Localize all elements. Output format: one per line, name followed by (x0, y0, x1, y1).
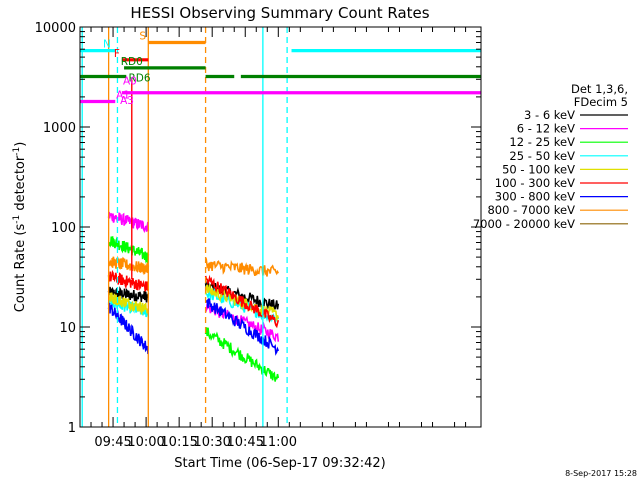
flag-label-N: N (103, 39, 111, 51)
traces-layer (107, 79, 280, 382)
x-tick-label: 10:45 (227, 435, 264, 450)
x-tick-label: 11:00 (260, 435, 297, 450)
x-tick-label: 10:00 (127, 435, 164, 450)
y-tick-label: 1 (68, 421, 76, 436)
axes-layer: 1 10 100 1000 10000 09:4510:0010:1510:3010:45… (35, 21, 481, 450)
x-tick-label: 09:45 (94, 435, 131, 450)
legend-label-8: 800 - 7000 keV (487, 203, 575, 217)
legend-label-4: 25 - 50 keV (509, 149, 575, 163)
series-line-5-segment-1 (107, 292, 149, 316)
legend-label-3: 12 - 25 keV (509, 135, 575, 149)
legend-header-line-1: Det 1,3,6, (571, 82, 628, 96)
series-line-5-segment-2 (204, 284, 280, 321)
x-tick-label: 10:30 (193, 435, 230, 450)
flag-label-A3: A3 (120, 95, 134, 107)
chart-title: HESSI Observing Summary Count Rates (130, 4, 429, 22)
x-axis-label: Start Time (06-Sep-17 09:32:42) (174, 456, 386, 471)
y-tick-label: 10000 (35, 21, 76, 36)
series-line-3-segment-1 (108, 236, 150, 264)
flag-label-RD0: RD0 (121, 56, 143, 68)
series-line-3-segment-2 (204, 327, 280, 382)
flag-label-F: F (114, 48, 120, 60)
series-line-6-segment-2 (204, 274, 280, 329)
footer-timestamp: 8-Sep-2017 15:28 (565, 469, 637, 478)
series-line-8-segment-2 (204, 257, 280, 277)
series-line-7-segment-2 (204, 298, 280, 356)
flag-label-RD6: RD6 (128, 72, 150, 84)
legend-label-7: 300 - 800 keV (495, 190, 575, 204)
legend-header-line-2: FDecim 5 (574, 95, 628, 109)
legend-label-6: 100 - 300 keV (495, 176, 575, 190)
series-line-8-segment-1 (107, 255, 150, 276)
flag-label-A0: A0 (123, 76, 137, 88)
legend-label-2: 6 - 12 keV (517, 122, 575, 136)
legend-label-5: 50 - 100 keV (502, 162, 575, 176)
legend-label-1: 3 - 6 keV (524, 108, 575, 122)
flag-label-S: S (139, 30, 146, 42)
series-line-2-segment-1 (107, 211, 150, 234)
y-tick-label: 1000 (43, 121, 76, 136)
y-tick-label: 100 (51, 221, 76, 236)
legend-label-9: 7000 - 20000 keV (473, 217, 575, 231)
series-line-6-segment-1 (107, 269, 150, 292)
x-tick-label: 10:15 (160, 435, 197, 450)
series-line-7-segment-1 (107, 302, 149, 355)
y-tick-label: 10 (59, 321, 76, 336)
y-axis-label: Count Rate (s-1 detector-1) (12, 142, 28, 313)
vertical-lines-layer (81, 27, 288, 427)
